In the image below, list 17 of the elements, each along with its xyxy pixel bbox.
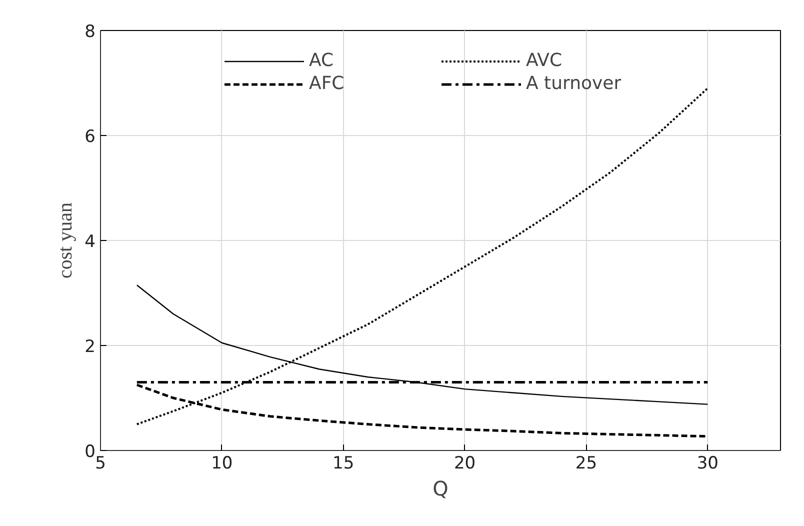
x-tick-label: 20 [454, 454, 476, 474]
y-tick-label: 0 [84, 442, 96, 462]
x-tick-label: 5 [95, 454, 106, 474]
y-axis-title: cost yuan [54, 202, 77, 279]
x-tick-label: 15 [332, 454, 354, 474]
x-axis-title: Q [432, 476, 448, 500]
y-tick-label: 4 [84, 232, 96, 252]
x-tick-label: 30 [696, 454, 718, 474]
x-tick-label: 25 [575, 454, 598, 474]
y-tick-label: 6 [84, 127, 96, 147]
legend-label: AFC [309, 73, 346, 94]
y-tick-label: 2 [84, 337, 96, 357]
legend-label: A turnover [526, 73, 622, 94]
x-tick-label: 10 [211, 454, 233, 474]
y-tick-label: 8 [84, 22, 96, 42]
legend-label: AC [309, 50, 335, 71]
legend-label: AVC [526, 50, 564, 71]
